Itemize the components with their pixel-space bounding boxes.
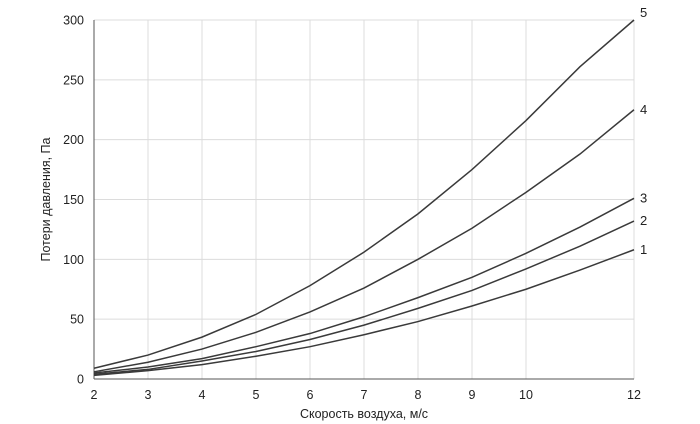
y-tick-label: 100 (63, 253, 84, 267)
series-label-2: 2 (640, 213, 647, 228)
y-tick-label: 200 (63, 133, 84, 147)
x-tick-label: 7 (361, 388, 368, 402)
series-line-1 (93, 249, 635, 377)
series-lines (93, 19, 635, 377)
y-tick-label: 50 (70, 313, 84, 327)
series-line-3 (93, 197, 635, 374)
x-tick-label: 3 (145, 388, 152, 402)
y-axis-title: Потери давления, Па (39, 137, 53, 261)
x-tick-label: 10 (519, 388, 533, 402)
y-tick-label: 250 (63, 73, 84, 87)
x-tick-label: 8 (415, 388, 422, 402)
series-line-4 (93, 109, 635, 373)
x-axis-title: Скорость воздуха, м/с (300, 407, 428, 421)
series-label-3: 3 (640, 190, 647, 205)
gridlines (94, 19, 635, 379)
axes (93, 20, 634, 380)
series-line-5 (93, 19, 635, 369)
y-tick-label: 0 (77, 373, 84, 387)
x-tick-label: 12 (627, 388, 641, 402)
series-line-2 (93, 220, 635, 375)
y-tick-label: 150 (63, 193, 84, 207)
y-tick-label: 300 (63, 14, 84, 28)
x-tick-labels: 2 3 4 5 6 7 8 9 10 12 (91, 388, 641, 402)
series-label-1: 1 (640, 242, 647, 257)
series-labels: 1 2 3 4 5 (640, 5, 647, 257)
x-tick-label: 5 (253, 388, 260, 402)
x-tick-label: 4 (199, 388, 206, 402)
series-label-5: 5 (640, 5, 647, 20)
series-label-4: 4 (640, 102, 647, 117)
x-tick-label: 6 (307, 388, 314, 402)
y-tick-labels: 0 50 100 150 200 250 300 (63, 14, 84, 387)
x-tick-label: 2 (91, 388, 98, 402)
x-tick-label: 9 (469, 388, 476, 402)
